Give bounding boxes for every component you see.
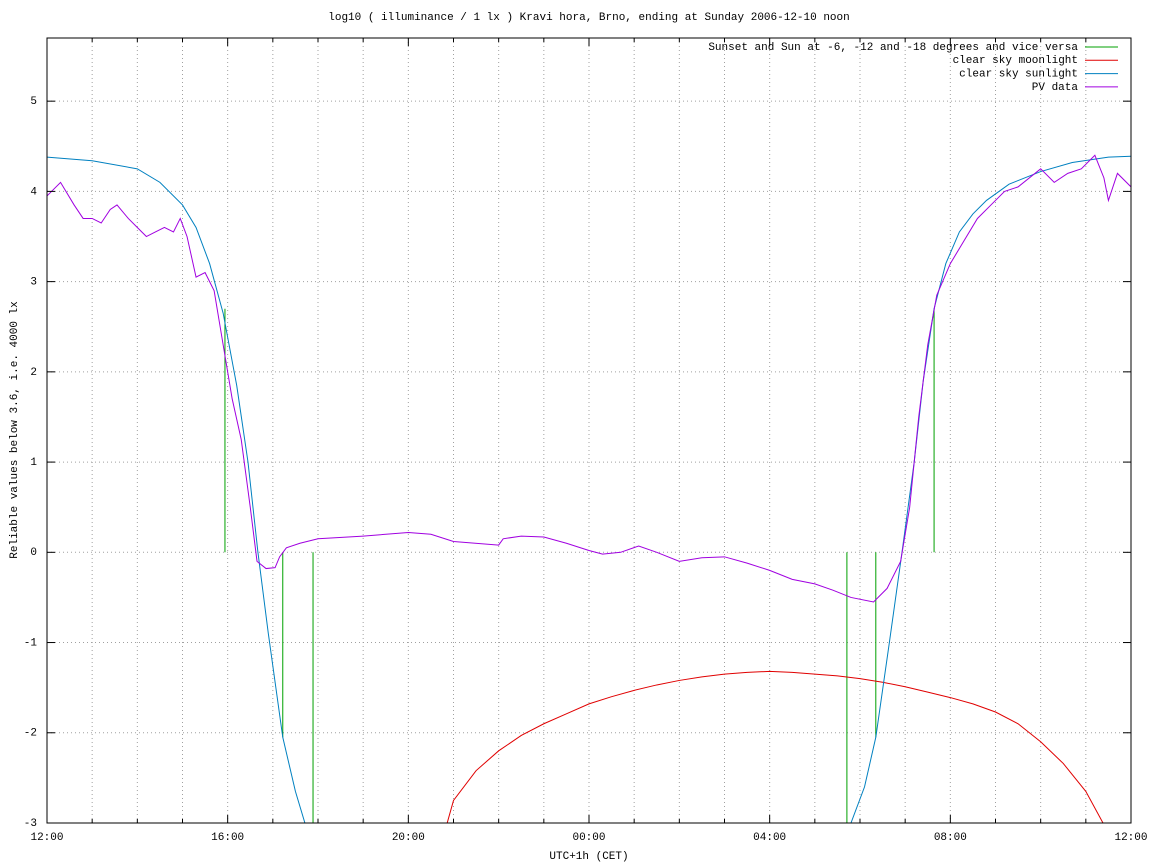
y-tick-label: 5 [30, 96, 37, 108]
x-tick-label: 20:00 [392, 832, 425, 844]
legend-label: clear sky sunlight [959, 69, 1078, 81]
y-tick-label: -1 [24, 637, 38, 649]
legend-label: Sunset and Sun at -6, -12 and -18 degree… [708, 42, 1078, 54]
series-line [47, 155, 1131, 823]
chart-title: log10 ( illuminance / 1 lx ) Kravi hora,… [328, 12, 850, 24]
x-tick-label: 12:00 [1114, 832, 1147, 844]
y-tick-label: -2 [24, 728, 37, 740]
plot-area [47, 154, 1131, 823]
y-tick-label: -3 [24, 818, 37, 830]
x-tick-label: 04:00 [753, 832, 786, 844]
y-tick-label: 2 [30, 367, 37, 379]
axes: -3 -2 -1 0 1 2 3 4 5 12:00 16:00 20:00 00:00 04:00 08:… [24, 38, 1148, 844]
series-line [446, 670, 1104, 823]
x-tick-label: 16:00 [211, 832, 244, 844]
legend-label: clear sky moonlight [953, 55, 1078, 67]
y-tick-label: 1 [30, 457, 37, 469]
legend: Sunset and Sun at -6, -12 and -18 degree… [708, 42, 1118, 94]
x-tick-label: 08:00 [934, 832, 967, 844]
grid [46, 38, 1132, 824]
x-tick-label: 12:00 [30, 832, 63, 844]
y-tick-label: 4 [30, 186, 37, 198]
series-line [47, 154, 1131, 603]
x-tick-label: 00:00 [572, 832, 605, 844]
y-tick-label: 3 [30, 277, 37, 289]
y-axis-label: Reliable values below 3.6, i.e. 4000 lx [9, 301, 21, 559]
y-tick-label: 0 [30, 547, 37, 559]
x-axis-label: UTC+1h (CET) [549, 851, 628, 863]
legend-label: PV data [1032, 82, 1079, 94]
